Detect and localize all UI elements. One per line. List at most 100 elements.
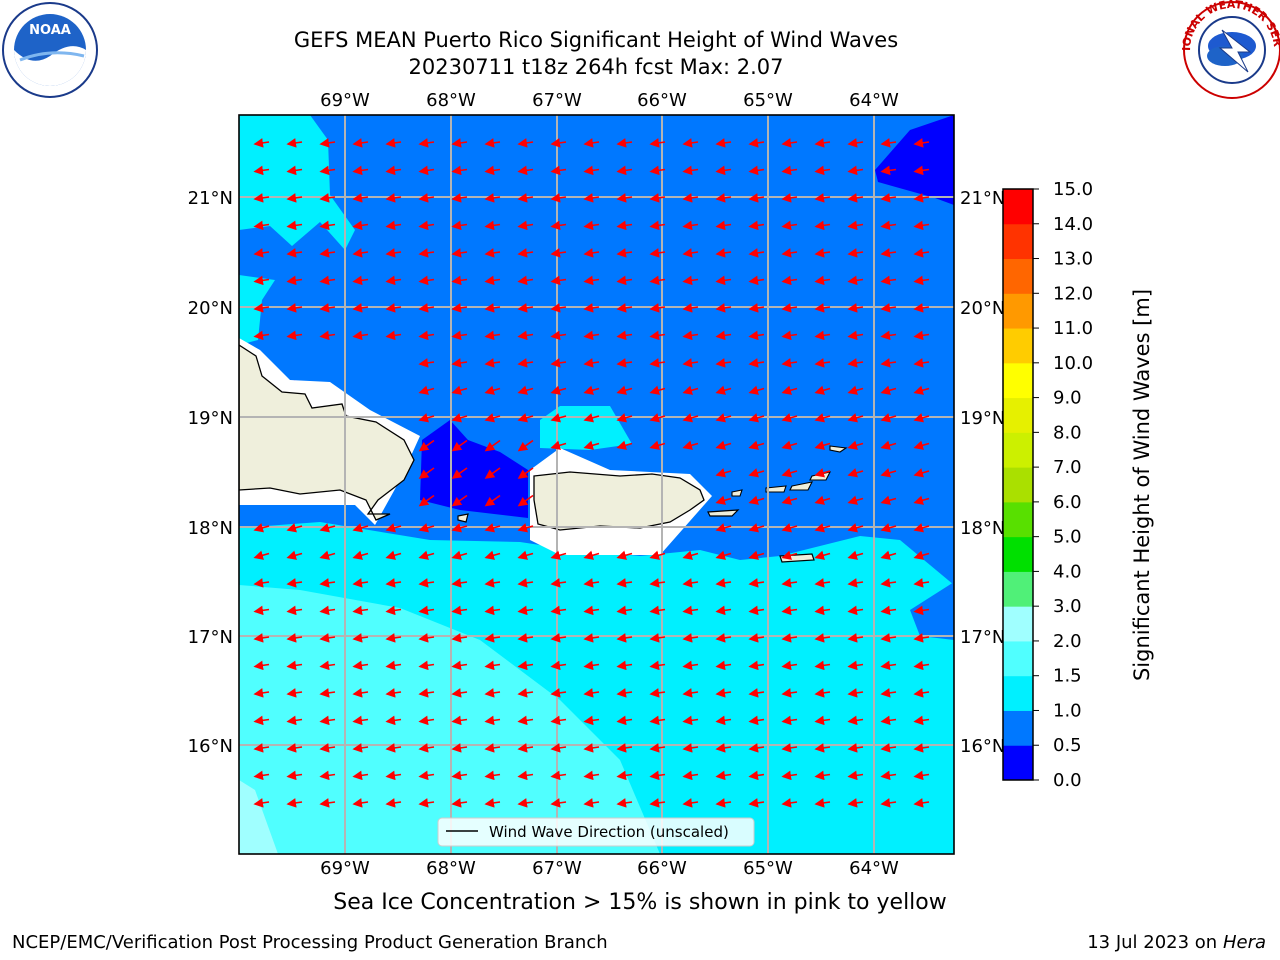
wave-arrow (913, 605, 930, 616)
wave-arrow (286, 798, 303, 808)
wave-arrow (649, 220, 666, 231)
wave-arrow (451, 633, 468, 643)
wave-arrow (253, 330, 270, 341)
wave-arrow (484, 193, 501, 203)
wave-arrow (583, 743, 600, 753)
wave-arrow (913, 495, 930, 505)
lon-labels-bottom: 69°W 68°W 67°W 66°W 65°W 64°W (320, 858, 899, 879)
wave-arrow (616, 385, 633, 395)
wave-arrow (583, 770, 600, 781)
colorbar-segment (1003, 432, 1033, 468)
wave-arrow (814, 303, 831, 313)
wave-arrow (451, 193, 468, 203)
wave-arrow (880, 495, 897, 505)
wave-arrow (748, 633, 765, 643)
wave-arrow (550, 798, 567, 808)
noaa-logo: NOAA (2, 2, 98, 98)
wave-arrow (253, 743, 270, 753)
wave-arrow (649, 633, 666, 643)
wave-arrow (253, 220, 270, 231)
wave-arrow (418, 743, 435, 753)
wave-arrow (517, 743, 534, 753)
wave-arrow (781, 660, 798, 671)
wave-arrow (814, 330, 831, 341)
wave-arrow (451, 715, 468, 726)
wave-arrow (517, 688, 534, 698)
wave-arrow (616, 193, 633, 203)
wave-arrow (814, 743, 831, 753)
wave-arrow (352, 330, 369, 341)
wave-arrow (649, 578, 666, 588)
wave-arrow (682, 688, 699, 698)
map-legend: Wind Wave Direction (unscaled) (437, 817, 755, 847)
wave-arrow (715, 193, 732, 203)
wave-arrow (319, 743, 336, 753)
wave-arrow (451, 770, 468, 781)
wave-arrow (682, 385, 699, 395)
wave-arrow (913, 330, 930, 341)
wave-arrow (847, 798, 864, 808)
wave-zone-2.0-3.0 (239, 780, 278, 854)
wave-arrow (913, 770, 930, 781)
wave-arrow (319, 633, 336, 643)
wave-arrow (484, 358, 501, 368)
wave-arrow (484, 743, 501, 753)
wave-arrow (418, 578, 435, 588)
wave-arrow (649, 385, 666, 395)
wave-arrow (781, 633, 798, 643)
wave-arrow (451, 550, 468, 560)
wave-arrow (649, 138, 666, 148)
colorbar-ticks: 0.0 0.5 1.0 1.5 2.0 3.0 4.0 5.0 6.0 7.0 8.0 9.0 10.0… (1033, 179, 1093, 791)
wave-arrow (517, 605, 534, 616)
wave-arrow (451, 467, 468, 479)
wave-arrow (352, 633, 369, 643)
wave-arrow (517, 193, 534, 203)
wave-arrow (682, 660, 699, 671)
wave-arrow (385, 715, 402, 726)
wave-arrow (748, 193, 765, 203)
wave-arrow (616, 605, 633, 616)
wave-arrow (649, 165, 666, 176)
colorbar-segment (1003, 328, 1033, 364)
wave-arrow (319, 165, 336, 176)
wave-arrow (286, 605, 303, 616)
colorbar-segment (1003, 675, 1033, 711)
wave-arrow (616, 633, 633, 643)
colorbar-segment (1003, 710, 1033, 746)
wave-arrow (385, 660, 402, 671)
wave-arrow (847, 165, 864, 176)
wave-arrow (616, 413, 633, 423)
wave-arrow (616, 330, 633, 341)
wave-arrow (583, 688, 600, 698)
lon-label: 66°W (637, 90, 687, 111)
wave-arrow (352, 743, 369, 753)
wave-arrow (649, 413, 666, 423)
wave-arrow (385, 688, 402, 698)
wave-arrow (880, 358, 897, 368)
colorbar-tick-label: 13.0 (1053, 249, 1093, 270)
wave-arrow (253, 275, 270, 286)
wave-arrow (385, 330, 402, 341)
wave-arrow (748, 523, 765, 533)
wave-arrow (319, 688, 336, 698)
wave-arrow (814, 578, 831, 588)
wave-arrow (913, 303, 930, 313)
st-croix (779, 553, 815, 563)
wave-arrow (286, 193, 303, 203)
wave-arrow (451, 385, 468, 395)
noaa-logo-text: NOAA (29, 23, 71, 38)
wave-arrow (517, 165, 534, 176)
colorbar-tick-label: 6.0 (1053, 492, 1082, 513)
wave-arrow (583, 660, 600, 671)
wave-arrow (616, 303, 633, 313)
wave-arrow (682, 633, 699, 643)
wave-arrow (484, 248, 501, 258)
wave-arrow (748, 770, 765, 781)
wave-arrow (847, 275, 864, 286)
wave-arrow (352, 303, 369, 313)
wave-arrow (352, 715, 369, 726)
wave-arrow (649, 550, 666, 560)
colorbar-tick-label: 1.5 (1053, 666, 1082, 687)
wave-arrow (286, 165, 303, 176)
wave-arrow (913, 248, 930, 258)
